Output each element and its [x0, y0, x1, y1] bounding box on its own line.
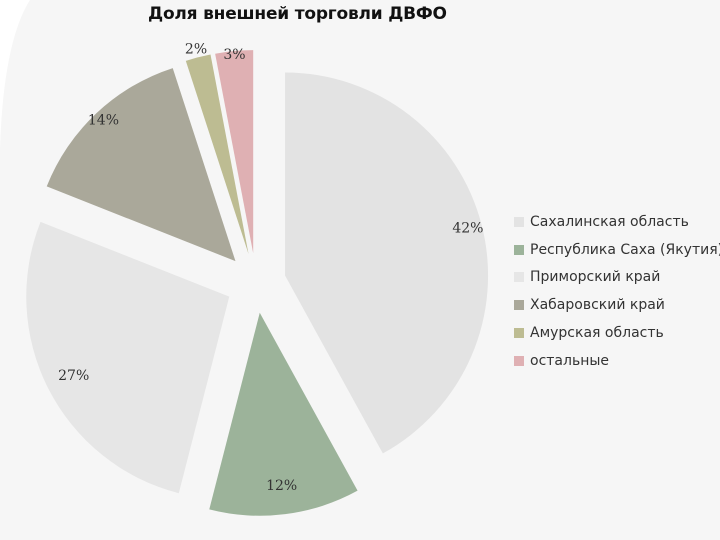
legend-item: Приморский край [514, 264, 720, 292]
slice-label: 42% [452, 221, 483, 237]
legend-label: Сахалинская область [530, 213, 689, 230]
pie-slice [185, 54, 249, 254]
legend-item: Сахалинская область [514, 208, 720, 236]
pie-slice [26, 221, 230, 494]
legend-swatch [514, 272, 524, 283]
legend-item: Амурская область [514, 319, 720, 347]
pie-slice [209, 312, 358, 516]
legend-label: Приморский край [530, 269, 661, 286]
legend-label: остальные [530, 352, 610, 369]
pie-slice [285, 72, 489, 454]
legend-label: Хабаровский край [530, 297, 665, 314]
legend-item: Республика Саха (Якутия) [514, 236, 720, 264]
legend-swatch [514, 300, 524, 311]
pie-slice [46, 68, 236, 262]
slice-label: 2% [185, 41, 207, 57]
legend-item: Хабаровский край [514, 291, 720, 319]
pie-slice [215, 50, 254, 254]
slice-label: 27% [58, 368, 89, 384]
slice-label: 12% [266, 478, 297, 494]
legend-label: Республика Саха (Якутия) [530, 241, 720, 258]
chart-title: Доля внешней торговли ДВФО [148, 4, 447, 24]
slice-label: 3% [223, 47, 245, 63]
legend-swatch [514, 216, 524, 227]
legend-swatch [514, 355, 524, 366]
legend: Сахалинская область Республика Саха (Яку… [514, 208, 720, 375]
legend-item: остальные [514, 347, 720, 375]
legend-swatch [514, 328, 524, 339]
legend-label: Амурская область [530, 325, 664, 342]
slice-label: 14% [88, 113, 119, 129]
legend-swatch [514, 244, 524, 255]
